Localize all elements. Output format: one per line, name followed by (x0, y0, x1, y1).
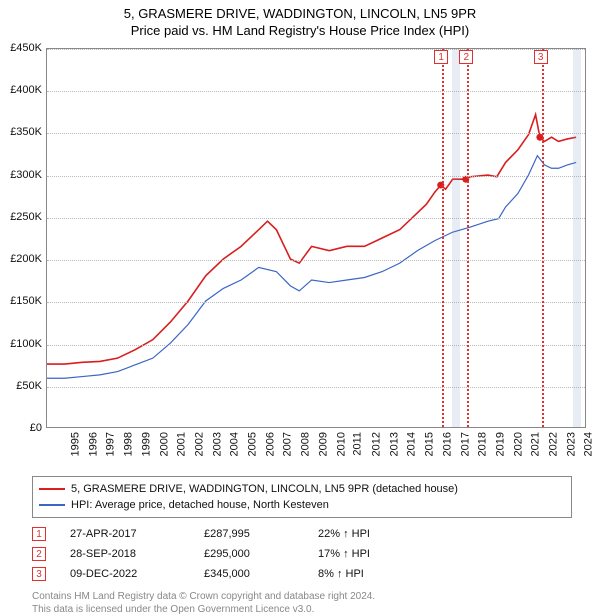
x-axis-label: 2018 (477, 432, 489, 456)
gridline-h (47, 260, 585, 261)
x-axis-label: 2012 (370, 432, 382, 456)
x-axis-label: 2014 (406, 432, 418, 456)
x-axis-label: 2017 (459, 432, 471, 456)
x-axis-label: 1998 (123, 432, 135, 456)
marker-label-box: 1 (434, 50, 448, 64)
chart-titles: 5, GRASMERE DRIVE, WADDINGTON, LINCOLN, … (0, 0, 600, 38)
chart-container: 5, GRASMERE DRIVE, WADDINGTON, LINCOLN, … (0, 0, 600, 590)
x-axis-labels: 1995 1996 1997 1998 1999 2000 2001 2002 2003 2004… (46, 430, 586, 474)
x-axis-label: 2011 (352, 432, 364, 456)
y-axis-label: £50K (16, 380, 42, 392)
y-axis-label: £250K (10, 211, 42, 223)
x-axis-label: 2009 (317, 432, 329, 456)
transaction-date: 09-DEC-2022 (70, 564, 180, 584)
legend-row: HPI: Average price, detached house, Nort… (39, 497, 565, 513)
y-axis-label: £100K (10, 338, 42, 350)
marker-vline (467, 49, 469, 427)
highlight-band (452, 49, 460, 427)
x-axis-label: 2004 (229, 432, 241, 456)
x-axis-label: 2019 (494, 432, 506, 456)
x-axis-label: 2015 (424, 432, 436, 456)
marker-vline (442, 49, 444, 427)
x-axis-label: 2022 (548, 432, 560, 456)
transaction-delta: 22% ↑ HPI (318, 524, 428, 544)
gridline-h (47, 91, 585, 92)
gridline-h (47, 176, 585, 177)
x-axis-label: 2002 (193, 432, 205, 456)
x-axis-label: 2000 (158, 432, 170, 456)
y-axis-label: £400K (10, 84, 42, 96)
gridline-h (47, 302, 585, 303)
x-axis-label: 2008 (300, 432, 312, 456)
legend-swatch (39, 504, 65, 506)
legend-box: 5, GRASMERE DRIVE, WADDINGTON, LINCOLN, … (32, 476, 572, 518)
chart-title-sub: Price paid vs. HM Land Registry's House … (0, 23, 600, 38)
x-axis-label: 1996 (87, 432, 99, 456)
gridline-h (47, 387, 585, 388)
gridline-h (47, 345, 585, 346)
gridline-h (47, 218, 585, 219)
x-axis-label: 2021 (530, 432, 542, 456)
transaction-price: £287,995 (204, 524, 294, 544)
y-axis-label: £150K (10, 295, 42, 307)
transaction-row: 2 28-SEP-2018 £295,000 17% ↑ HPI (32, 544, 572, 564)
transaction-delta: 17% ↑ HPI (318, 544, 428, 564)
x-axis-label: 1995 (69, 432, 81, 456)
legend-text: 5, GRASMERE DRIVE, WADDINGTON, LINCOLN, … (71, 481, 458, 497)
highlight-band (573, 49, 581, 427)
footer-line-2: This data is licensed under the Open Gov… (32, 604, 314, 615)
y-axis-label: £300K (10, 169, 42, 181)
transaction-row: 1 27-APR-2017 £287,995 22% ↑ HPI (32, 524, 572, 544)
transaction-price: £345,000 (204, 564, 294, 584)
transaction-price: £295,000 (204, 544, 294, 564)
chart-title-main: 5, GRASMERE DRIVE, WADDINGTON, LINCOLN, … (0, 6, 600, 21)
x-axis-label: 2020 (512, 432, 524, 456)
y-axis-label: £450K (10, 42, 42, 54)
marker-label-box: 3 (534, 50, 548, 64)
bottom-panel: 5, GRASMERE DRIVE, WADDINGTON, LINCOLN, … (32, 476, 572, 616)
marker-vline (542, 49, 544, 427)
series-line-property (47, 115, 576, 364)
marker-label-box: 2 (459, 50, 473, 64)
x-axis-label: 2024 (583, 432, 595, 456)
transaction-table: 1 27-APR-2017 £287,995 22% ↑ HPI 2 28-SEP-201… (32, 524, 572, 584)
x-axis-label: 1999 (140, 432, 152, 456)
gridline-h (47, 133, 585, 134)
y-axis-label: £0 (30, 422, 42, 434)
x-axis-label: 2010 (335, 432, 347, 456)
legend-row: 5, GRASMERE DRIVE, WADDINGTON, LINCOLN, … (39, 481, 565, 497)
transaction-index-box: 3 (32, 567, 46, 581)
x-axis-label: 2007 (282, 432, 294, 456)
legend-text: HPI: Average price, detached house, Nort… (71, 497, 329, 513)
x-axis-label: 2016 (441, 432, 453, 456)
footer-attribution: Contains HM Land Registry data © Crown c… (32, 590, 572, 616)
transaction-index-box: 2 (32, 547, 46, 561)
y-axis-label: £350K (10, 126, 42, 138)
transaction-date: 28-SEP-2018 (70, 544, 180, 564)
gridline-h (47, 49, 585, 50)
y-axis-labels: £0£50K£100K£150K£200K£250K£300K£350K£400… (0, 48, 44, 428)
transaction-delta: 8% ↑ HPI (318, 564, 428, 584)
chart-lines-svg (47, 49, 585, 427)
plot-area (46, 48, 586, 428)
footer-line-1: Contains HM Land Registry data © Crown c… (32, 591, 375, 602)
legend-swatch (39, 488, 65, 490)
y-axis-label: £200K (10, 253, 42, 265)
x-axis-label: 2006 (264, 432, 276, 456)
x-axis-label: 2023 (565, 432, 577, 456)
x-axis-label: 1997 (105, 432, 117, 456)
x-axis-label: 2005 (247, 432, 259, 456)
transaction-index-box: 1 (32, 527, 46, 541)
x-axis-label: 2001 (176, 432, 188, 456)
x-axis-label: 2003 (211, 432, 223, 456)
x-axis-label: 2013 (388, 432, 400, 456)
transaction-row: 3 09-DEC-2022 £345,000 8% ↑ HPI (32, 564, 572, 584)
transaction-date: 27-APR-2017 (70, 524, 180, 544)
